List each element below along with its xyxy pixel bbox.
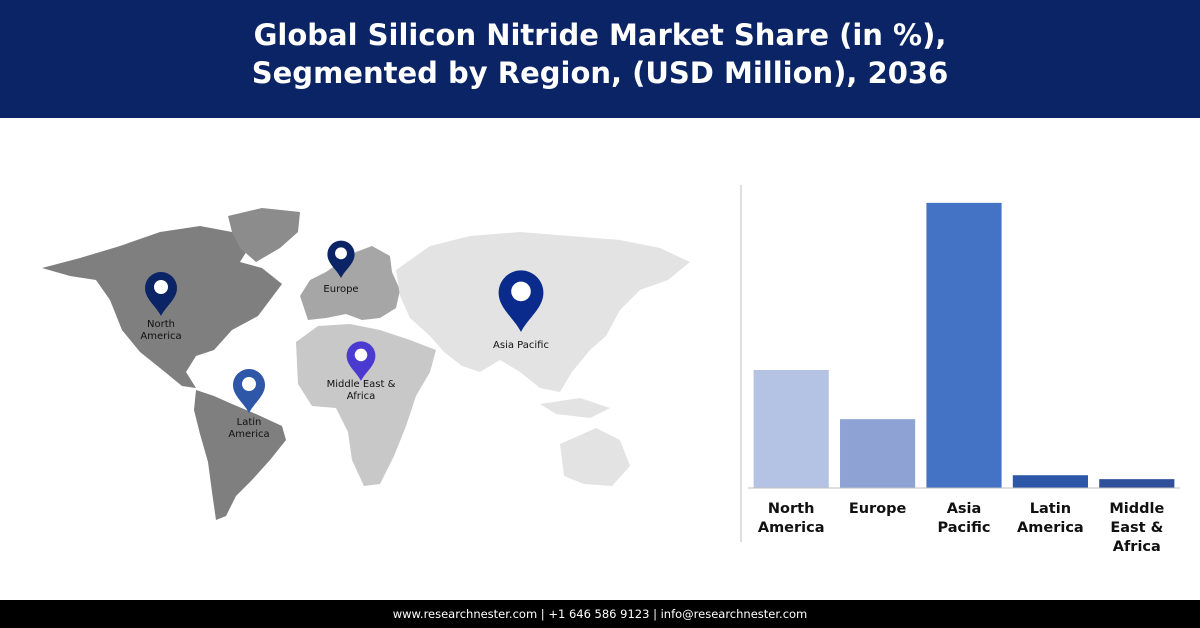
x-tick-label: Middle East & Africa	[1109, 501, 1165, 555]
map-greenland	[228, 208, 300, 262]
title-line: Segmented by Region, (USD Million), 2036	[251, 56, 949, 90]
map-label: Europe	[323, 284, 358, 295]
map-europe	[300, 246, 400, 320]
map-label-line: North	[147, 319, 175, 330]
map-label: North America	[140, 319, 181, 342]
pin-shape	[346, 341, 376, 381]
map-pin	[233, 369, 265, 413]
world-map	[42, 208, 690, 520]
bar	[753, 370, 829, 488]
map-label-line: Asia Pacific	[493, 340, 549, 351]
pin-dot	[335, 247, 347, 260]
pin-shape	[327, 240, 355, 278]
pin-dot	[154, 280, 168, 294]
map-label-line: Africa	[347, 391, 376, 402]
map-label-line: Latin	[237, 417, 262, 428]
title-line: Global Silicon Nitride Market Share (in …	[253, 18, 947, 52]
x-tick-label: Asia Pacific	[937, 501, 991, 536]
map-label-line: Europe	[323, 284, 358, 295]
map-pin	[145, 272, 177, 316]
map-pin	[327, 240, 355, 278]
x-tick-label: Europe	[848, 501, 907, 517]
map-label: Latin America	[228, 417, 269, 440]
bar	[840, 419, 916, 488]
map-australia	[560, 428, 630, 486]
pin-dot	[354, 348, 368, 362]
pin-dot	[242, 377, 256, 391]
x-tick-label: Latin America	[1017, 501, 1084, 536]
map-africa	[296, 324, 436, 486]
map-latin-america	[194, 390, 286, 520]
map-label-line: Middle East &	[327, 379, 396, 390]
map-label-line: America	[140, 331, 181, 342]
header: Global Silicon Nitride Market Share (in …	[0, 0, 1200, 118]
pin-shape	[498, 270, 544, 332]
map-pin	[346, 341, 376, 381]
bar	[1099, 479, 1175, 488]
map-label: Middle East & Africa	[327, 379, 396, 402]
bar	[926, 202, 1002, 489]
x-tick-label: North America	[757, 501, 825, 536]
map-label-line: America	[228, 429, 269, 440]
footer: www.researchnester.com | +1 646 586 9123…	[0, 600, 1200, 628]
map-asia	[396, 232, 690, 392]
map-pin	[498, 270, 544, 332]
bar	[1012, 475, 1088, 488]
map-label: Asia Pacific	[493, 340, 549, 351]
pin-dot	[511, 281, 531, 302]
map-indonesia	[540, 398, 610, 418]
